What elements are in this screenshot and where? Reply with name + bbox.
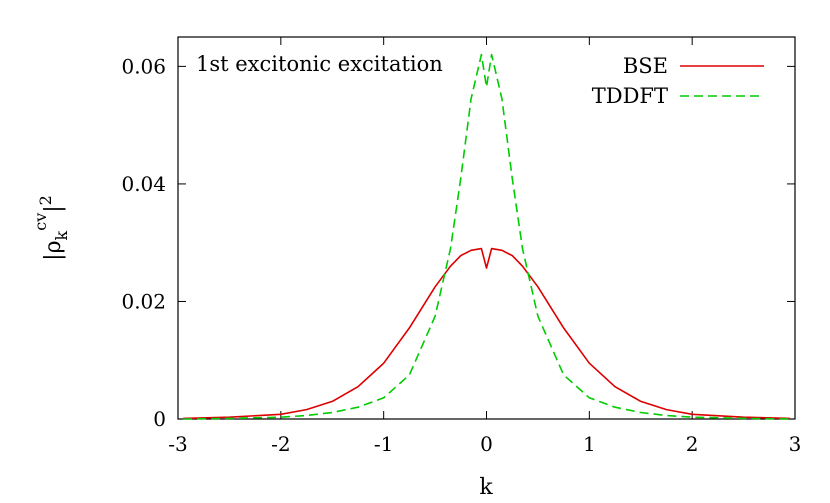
x-tick-label: 0: [480, 432, 493, 456]
y-tick-label: 0.06: [121, 54, 166, 78]
x-tick-label: 1: [583, 432, 596, 456]
y-axis-title-sup: cv: [31, 213, 50, 231]
plot-frame: [177, 36, 796, 420]
legend-label-bse: BSE: [623, 54, 668, 78]
annotation-text: 1st excitonic excitation: [196, 52, 443, 76]
y-axis-title-tail: |: [41, 205, 66, 212]
plot-curves: [183, 53, 790, 420]
x-tick-label: -1: [374, 432, 393, 456]
y-tick-label: 0.04: [121, 172, 166, 196]
y-tick-label: 0: [153, 407, 166, 431]
x-axis-title: k: [479, 475, 493, 500]
legend-label-tddft: TDDFT: [592, 84, 668, 108]
series-line-tddft: [183, 53, 790, 420]
y-axis-title-power: 2: [36, 195, 55, 205]
x-tick-label: 3: [789, 432, 802, 456]
x-tick-label: -3: [168, 432, 187, 456]
axis-ticks: -3 -2 -1 0 1 2 3 0 0.02 0.04 0.06: [121, 37, 801, 456]
y-axis-title-sub: k: [52, 230, 71, 240]
y-axis-title: |ρkcv|2: [31, 195, 71, 261]
series-line-bse: [183, 247, 790, 420]
y-axis-title-base: |ρ: [41, 240, 66, 260]
y-tick-label: 0.02: [121, 289, 166, 313]
x-tick-label: -2: [271, 432, 290, 456]
legend: BSE TDDFT: [592, 54, 764, 108]
x-tick-label: 2: [686, 432, 699, 456]
